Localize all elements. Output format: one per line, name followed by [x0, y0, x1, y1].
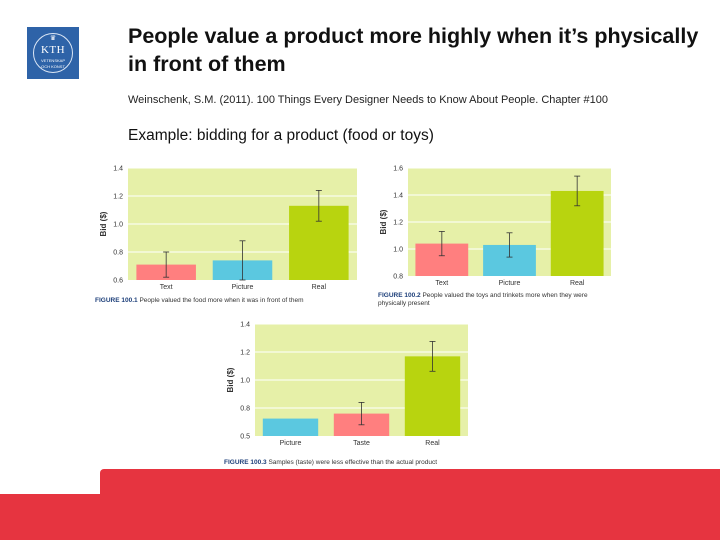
y-axis-label: Bid ($): [99, 211, 108, 236]
y-tick-label: 1.0: [240, 378, 250, 385]
y-tick-label: 0.6: [113, 278, 123, 285]
y-tick-label: 1.0: [393, 247, 403, 254]
chart-toys-svg: 0.8 1.0 1.2 1.4 1.6 Bid ($) Text Picture Real: [379, 166, 611, 287]
caption-text: People valued the food more when it was …: [139, 297, 304, 304]
chart-toys-caption: FIGURE 100.2 People valued the toys and …: [378, 292, 603, 308]
y-tick-label: 1.4: [240, 322, 250, 329]
caption-text: People valued the toys and trinkets more…: [378, 292, 588, 307]
x-tick-label: Taste: [353, 440, 370, 447]
footer-bar: [100, 469, 720, 540]
x-tick-label: Real: [312, 284, 327, 291]
x-tick-label: Picture: [280, 440, 302, 447]
slide-title: People value a product more highly when …: [128, 24, 699, 76]
y-tick-label: 0.8: [113, 250, 123, 257]
footer-bar-left: [0, 494, 100, 540]
citation: Weinschenk, S.M. (2011). 100 Things Ever…: [128, 94, 608, 106]
y-tick-label: 0.5: [240, 434, 250, 441]
kth-logo: ♛ KTH VETENSKAP OCH KONST: [27, 27, 79, 79]
chart-food: 0.6 0.8 1.0 1.2 1.4 Bid ($) Text Picture Real: [95, 160, 360, 300]
logo-subtext-2: OCH KONST: [41, 64, 65, 69]
x-tick-label: Real: [425, 440, 440, 447]
y-tick-label: 0.8: [240, 406, 250, 413]
x-tick-label: Picture: [499, 280, 521, 287]
chart-food-caption: FIGURE 100.1 People valued the food more…: [95, 297, 325, 305]
chart-toys: 0.8 1.0 1.2 1.4 1.6 Bid ($) Text Picture Real: [375, 160, 615, 295]
example-text: Example: bidding for a product (food or …: [128, 127, 434, 144]
bar: [262, 418, 319, 436]
y-tick-label: 1.2: [113, 194, 123, 201]
chart-taste: 0.5 0.8 1.0 1.2 1.4 Bid ($) Picture Taste Real: [222, 318, 472, 458]
x-tick-label: Real: [570, 280, 585, 287]
chart-food-svg: 0.6 0.8 1.0 1.2 1.4 Bid ($) Text Picture Real: [99, 166, 357, 291]
y-tick-label: 1.6: [393, 166, 403, 173]
y-tick-label: 0.8: [393, 274, 403, 281]
y-tick-label: 1.2: [393, 220, 403, 227]
caption-text: Samples (taste) were less effective than…: [268, 459, 438, 466]
x-tick-label: Text: [160, 284, 173, 291]
logo-subtext: VETENSKAP: [40, 58, 65, 63]
caption-label: FIGURE 100.3: [224, 459, 267, 466]
logo-text: KTH: [40, 44, 66, 56]
logo-ring: [33, 33, 73, 73]
x-tick-label: Text: [435, 280, 448, 287]
chart-taste-svg: 0.5 0.8 1.0 1.2 1.4 Bid ($) Picture Taste Real: [226, 322, 468, 447]
y-tick-label: 1.4: [113, 166, 123, 173]
y-tick-label: 1.0: [113, 222, 123, 229]
chart-taste-caption: FIGURE 100.3 Samples (taste) were less e…: [224, 459, 484, 467]
crown-icon: ♛: [49, 34, 57, 42]
x-tick-label: Picture: [232, 284, 254, 291]
y-tick-label: 1.4: [393, 193, 403, 200]
caption-label: FIGURE 100.1: [95, 297, 138, 304]
caption-label: FIGURE 100.2: [378, 292, 421, 299]
y-axis-label: Bid ($): [226, 367, 235, 392]
y-axis-label: Bid ($): [379, 209, 388, 234]
y-tick-label: 1.2: [240, 350, 250, 357]
